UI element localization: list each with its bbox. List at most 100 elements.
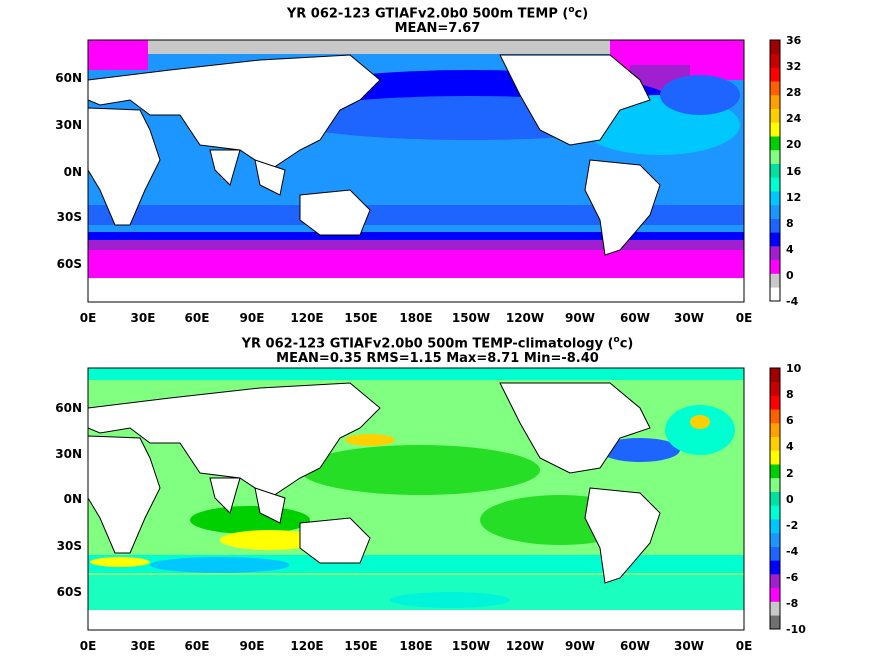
colorbar-swatch [770, 40, 780, 55]
colorbar-swatch [770, 395, 780, 410]
panel2-cb-label: -2 [786, 519, 798, 532]
panel1-xlabel: 60W [620, 311, 650, 325]
colorbar-swatch [770, 519, 780, 534]
panel2-ylabel: 30N [55, 447, 82, 461]
panel2-cb-label: 4 [786, 440, 794, 453]
colorbar-swatch [770, 246, 780, 261]
panel1-xlabel: 30W [674, 311, 704, 325]
panel1-title-sup: o [568, 5, 575, 15]
colorbar-swatch [770, 615, 780, 630]
panel2-xlabel: 0E [80, 639, 97, 653]
panel1-xlabel: 30E [131, 311, 156, 325]
colorbar-swatch [770, 259, 780, 274]
colorbar-swatch [770, 436, 780, 451]
colorbar-swatch [770, 94, 780, 109]
panel1-ylabel: 60S [57, 257, 82, 271]
panel2-title-sup: o [613, 335, 620, 345]
colorbar-swatch [770, 477, 780, 492]
colorbar-swatch [770, 422, 780, 437]
colorbar-swatch [770, 546, 780, 561]
panel1-xlabel: 90E [240, 311, 265, 325]
panel1-cb-label: 20 [786, 138, 802, 151]
colorbar-swatch [770, 287, 780, 302]
panel1-cb-label: 0 [786, 269, 794, 282]
panel2-cb-label: 6 [786, 414, 794, 427]
panel2-title-pre: YR 062-123 GTIAFv2.0b0 500m TEMP-climato… [241, 336, 614, 352]
colorbar-swatch [770, 163, 780, 178]
panel1-map: 60N 30N 0N 30S 60S 0E 30E 60E 90E 120E 1… [55, 34, 802, 325]
panel1-cb-label: 32 [786, 60, 801, 73]
panel2-xlabel: 150W [452, 639, 490, 653]
panel2-xlabel: 180E [399, 639, 432, 653]
panel2-ylabel: 30S [57, 539, 82, 553]
panel2-colorbar [769, 367, 781, 630]
colorbar-swatch [770, 368, 780, 383]
panel2-xlabel: 90W [565, 639, 595, 653]
colorbar-swatch [770, 381, 780, 396]
panel2-cb-label: -4 [786, 545, 799, 558]
colorbar-border [769, 39, 781, 302]
panel1-ylabels: 60N 30N 0N 30S 60S [55, 71, 82, 271]
colorbar-swatch [770, 81, 780, 96]
colorbar-swatch [770, 532, 780, 547]
panel2-xlabel: 120W [506, 639, 544, 653]
panel1-ylabel: 0N [64, 165, 82, 179]
panel2-xlabel: 30W [674, 639, 704, 653]
colorbar-swatch [770, 177, 780, 192]
panel1-title: YR 062-123 GTIAFv2.0b0 500m TEMP (oc) ME… [0, 3, 875, 36]
panel1-ylabel: 30N [55, 118, 82, 132]
colorbar-border [769, 367, 781, 630]
colorbar-swatch [770, 450, 780, 465]
colorbar-swatch [770, 204, 780, 219]
colorbar-swatch [770, 560, 780, 575]
panel2-xlabel: 60W [620, 639, 650, 653]
panel1-mean: MEAN=7.67 [394, 21, 481, 37]
colorbar-swatch [770, 574, 780, 589]
panel2-xlabel: 0E [736, 639, 753, 653]
panel2-cb-label: 8 [786, 388, 794, 401]
panel2-xlabel: 120E [290, 639, 323, 653]
panel2-xlabel: 60E [185, 639, 210, 653]
panel1-cb-label: -4 [786, 295, 799, 308]
panel1-cb-label: 8 [786, 217, 794, 230]
colorbar-swatch [770, 273, 780, 288]
panel2-xlabel: 150E [344, 639, 377, 653]
panel2-stats: MEAN=0.35 RMS=1.15 Max=8.71 Min=-8.40 [276, 351, 599, 367]
panel2-cb-label: -10 [786, 623, 806, 636]
panel1-xlabel: 120E [290, 311, 323, 325]
colorbar-swatch [770, 136, 780, 151]
colorbar-swatch [770, 218, 780, 233]
panel1-cb-label: 36 [786, 34, 802, 47]
panel1-title-pre: YR 062-123 GTIAFv2.0b0 500m TEMP ( [286, 6, 569, 22]
panel1-xlabels: 0E 30E 60E 90E 120E 150E 180E 150W 120W … [80, 311, 753, 325]
panel2-xlabels: 0E 30E 60E 90E 120E 150E 180E 150W 120W … [80, 639, 753, 653]
panel2-title-post: c) [619, 336, 634, 352]
colorbar-swatch [770, 505, 780, 520]
panel2-cb-label: -6 [786, 571, 799, 584]
panel1-title-post: c) [574, 6, 589, 22]
panel1-xlabel: 120W [506, 311, 544, 325]
panel1-xlabel: 150W [452, 311, 490, 325]
panel1-cb-label: 16 [786, 165, 802, 178]
colorbar-swatch [770, 491, 780, 506]
colorbar-swatch [770, 53, 780, 68]
panel2-ylabel: 60N [55, 401, 82, 415]
panel2-cb-label: 0 [786, 493, 794, 506]
panel1-colorbar-labels: 36 32 28 24 20 16 12 8 4 0 -4 [786, 34, 802, 308]
panel2-cb-label: 2 [786, 467, 794, 480]
colorbar-swatch [770, 108, 780, 123]
panel1-colorbar [769, 39, 781, 302]
colorbar-swatch [770, 122, 780, 137]
panel1-cb-label: 28 [786, 86, 801, 99]
panel1-xlabel: 150E [344, 311, 377, 325]
panel1-cb-label: 4 [786, 243, 794, 256]
panel2-xlabel: 30E [131, 639, 156, 653]
panel2-ylabel: 0N [64, 492, 82, 506]
colorbar-swatch [770, 67, 780, 82]
panel1-xlabel: 0E [80, 311, 97, 325]
colorbar-swatch [770, 464, 780, 479]
panel1-xlabel: 180E [399, 311, 432, 325]
panel1-cb-label: 24 [786, 112, 802, 125]
panel2-xlabel: 90E [240, 639, 265, 653]
panel2-cb-label: -8 [786, 597, 798, 610]
